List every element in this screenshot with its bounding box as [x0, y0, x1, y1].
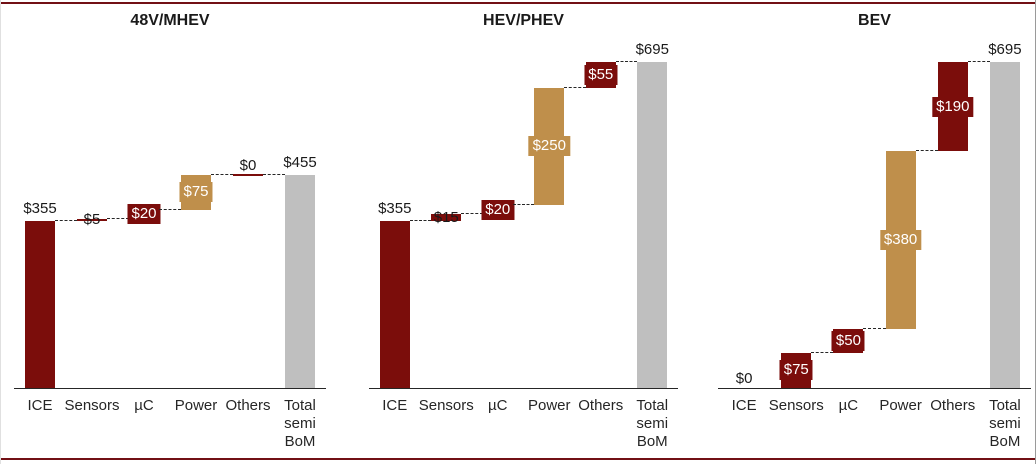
- x-axis-line: [14, 388, 326, 389]
- zero-bar-others: [233, 173, 263, 176]
- category-label--c: µC: [838, 397, 859, 414]
- bar-sensors: [77, 219, 107, 222]
- category-label-total-semi-bom: Total: [989, 397, 1021, 414]
- bar-sensors: [431, 214, 462, 222]
- value-label--c: $50: [831, 331, 865, 352]
- connector-ice-next: [55, 220, 77, 222]
- value-label-total-semi-bom: $695: [988, 41, 1022, 58]
- x-axis-line: [369, 388, 678, 389]
- category-label-total-semi-bom-2: BoM: [284, 433, 316, 450]
- connector--c-next: [512, 204, 535, 206]
- category-label-power: Power: [174, 397, 218, 414]
- connector-ice-next: [409, 220, 432, 222]
- category-label-total-semi-bom-1: semi: [989, 415, 1021, 432]
- category-label-power: Power: [527, 397, 571, 414]
- category-label-ice: ICE: [382, 397, 408, 414]
- value-label-others: $0: [239, 156, 257, 174]
- chart-panel-hev-phev: HEV/PHEV $355 ICE $15 Sensors $20 µC $250 Power…: [346, 0, 691, 464]
- value-label-power: $75: [179, 182, 213, 203]
- value-label-total-semi-bom: $695: [635, 41, 669, 58]
- category-label-total-semi-bom-2: BoM: [989, 433, 1021, 450]
- value-label--c: $20: [481, 199, 515, 220]
- category-label-power: Power: [879, 397, 922, 414]
- category-label-total-semi-bom-1: semi: [284, 415, 316, 432]
- bar-ice: [379, 221, 410, 388]
- category-label--c: µC: [134, 397, 154, 414]
- value-label-power: $250: [528, 136, 570, 157]
- value-label-ice: $355: [378, 200, 412, 218]
- category-label-ice: ICE: [731, 397, 757, 414]
- category-label-others: Others: [578, 397, 624, 414]
- chart-title-48v-mhev: 48V/MHEV: [130, 12, 210, 29]
- category-label-sensors: Sensors: [64, 397, 120, 414]
- chart-title-bev: BEV: [858, 12, 891, 29]
- bar-ice: [25, 221, 55, 388]
- connector-others-next: [967, 61, 990, 62]
- connector-power-next: [915, 150, 938, 152]
- connector-power-next: [211, 173, 233, 175]
- value-label-ice: $355: [23, 200, 57, 218]
- category-label-total-semi-bom: Total: [636, 397, 669, 414]
- chart-panel-48v-mhev: 48V/MHEV $355 ICE $5 Sensors $20 µC $75 Power $0…: [1, 0, 346, 464]
- connector-others-next: [615, 61, 638, 62]
- bar-total-semi-bom: [637, 62, 668, 388]
- category-label-others: Others: [225, 397, 271, 414]
- bar-total-semi-bom: [989, 62, 1020, 388]
- value-label-sensors: $75: [779, 360, 813, 381]
- category-label-sensors: Sensors: [768, 397, 824, 414]
- bar-total-semi-bom: [285, 174, 315, 388]
- value-label-ice: $0: [735, 370, 753, 387]
- category-label-sensors: Sensors: [418, 397, 474, 414]
- value-label-sensors: $5: [83, 211, 101, 229]
- connector--c-next: [159, 208, 181, 210]
- connector-sensors-next: [107, 218, 129, 220]
- value-label-power: $380: [879, 230, 922, 251]
- value-label-total-semi-bom: $455: [283, 153, 317, 171]
- connector--c-next: [863, 328, 886, 330]
- chart-panel-bev: BEV $0 ICE $75 Sensors $50 µC $380 Power $190 Oth…: [691, 0, 1035, 464]
- category-label-total-semi-bom: Total: [284, 397, 316, 414]
- value-label-others: $55: [584, 64, 618, 85]
- value-label-others: $190: [932, 96, 974, 117]
- accent-rule-top: [1, 2, 1035, 4]
- category-label-others: Others: [930, 397, 976, 414]
- connector-sensors-next: [811, 351, 834, 353]
- accent-rule-bottom: [1, 458, 1035, 460]
- category-label--c: µC: [488, 397, 508, 414]
- connector-sensors-next: [461, 213, 483, 215]
- connector-power-next: [564, 86, 586, 88]
- value-label-sensors: $15: [433, 208, 459, 226]
- category-label-total-semi-bom-2: BoM: [636, 433, 668, 450]
- connector-others-next: [263, 173, 285, 175]
- chart-title-hev-phev: HEV/PHEV: [483, 12, 564, 29]
- x-axis-line: [718, 388, 1031, 389]
- category-label-total-semi-bom-1: semi: [636, 415, 669, 432]
- category-label-ice: ICE: [27, 397, 53, 414]
- value-label--c: $20: [127, 204, 161, 225]
